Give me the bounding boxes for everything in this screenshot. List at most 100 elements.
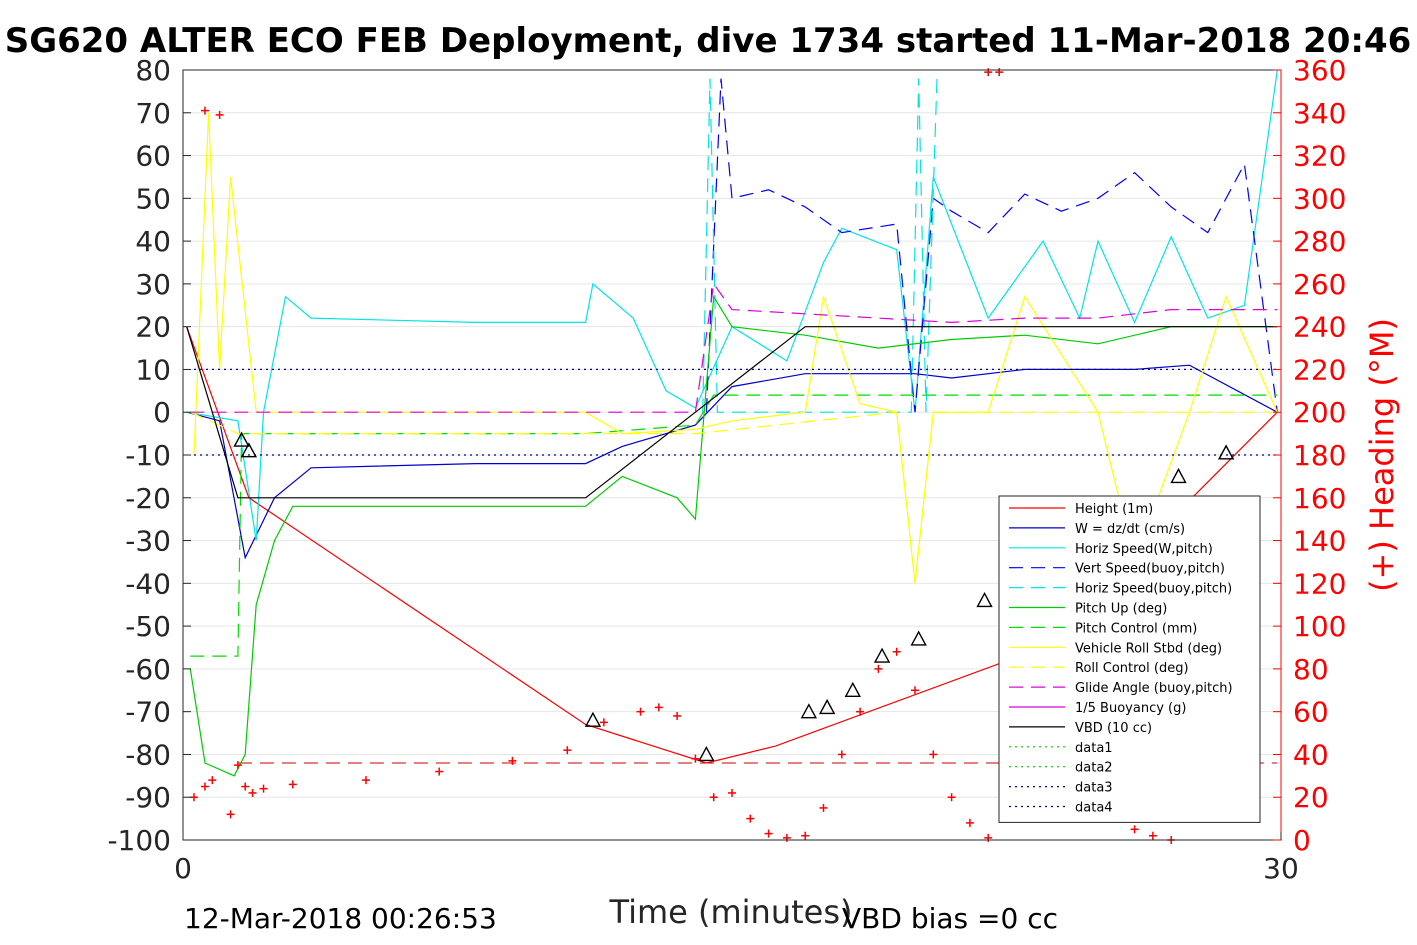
triangle-marker xyxy=(844,681,861,697)
triangle-marker xyxy=(910,630,927,646)
legend-label: Pitch Up (deg) xyxy=(1075,602,1167,617)
triangle-marker xyxy=(240,442,258,458)
legend-entry-pitch-control-mm: Pitch Control (mm) xyxy=(1009,621,1197,636)
x-tick-label: 0 xyxy=(174,852,192,885)
series-line-roll-control-deg xyxy=(190,411,1278,584)
heading-point xyxy=(965,818,974,827)
legend-label: data1 xyxy=(1075,741,1113,756)
x-axis-label: Time (minutes) xyxy=(609,893,853,931)
x-axis: 0 30 xyxy=(174,832,1299,885)
legend-label: data4 xyxy=(1075,801,1113,816)
footer-vbd-bias: VBD bias =0 cc xyxy=(842,902,1058,935)
series-line-horiz-speed-buoy-pitch xyxy=(702,78,938,413)
right-y-axis: 3603403203002802602402202001801601401201… xyxy=(1273,54,1346,857)
triangle-marker xyxy=(873,647,891,663)
legend-entry-w-dz-dt-cm-s: W = dz/dt (cm/s) xyxy=(1009,522,1185,537)
y-tick-label: -60 xyxy=(125,653,171,686)
y-tick-label: -10 xyxy=(125,439,171,472)
heading-point xyxy=(654,703,663,712)
heading-point xyxy=(208,776,217,785)
heading-point xyxy=(1130,825,1139,834)
legend-entry-data4: data4 xyxy=(1009,801,1113,816)
y-tick-label: -80 xyxy=(125,738,171,771)
heading-point xyxy=(856,707,865,716)
y-tick-label: 80 xyxy=(135,54,171,87)
legend-entry-height-1m: Height (1m) xyxy=(1009,502,1153,517)
y-tick-label: 60 xyxy=(135,140,171,173)
legend-entry-horiz-speed-buoy-pitch: Horiz Speed(buoy,pitch) xyxy=(1009,582,1232,597)
legend-entry-vbd-10-cc: VBD (10 cc) xyxy=(1009,721,1152,736)
legend-label: Horiz Speed(W,pitch) xyxy=(1075,542,1213,557)
legend-label: Horiz Speed(buoy,pitch) xyxy=(1075,582,1232,597)
y-tick-label: 20 xyxy=(135,311,171,344)
heading-point xyxy=(435,767,444,776)
heading-point xyxy=(362,776,370,785)
heading-point xyxy=(226,810,235,819)
heading-point xyxy=(746,814,755,823)
series-line-glide-angle-buoy-pitch xyxy=(190,282,1278,413)
legend-label: W = dz/dt (cm/s) xyxy=(1075,522,1185,537)
series-line-pitch-control-mm xyxy=(190,394,1278,657)
y-right-tick-label: 320 xyxy=(1293,140,1346,173)
heading-point xyxy=(189,793,198,802)
heading-point xyxy=(929,750,938,759)
y-right-tick-label: 360 xyxy=(1293,54,1346,87)
heading-point xyxy=(215,110,224,119)
legend-entry-vehicle-roll-stbd-deg: Vehicle Roll Stbd (deg) xyxy=(1009,641,1222,656)
y-right-tick-label: 240 xyxy=(1293,311,1346,344)
legend-entry-pitch-up-deg: Pitch Up (deg) xyxy=(1009,602,1167,617)
legend-label: Glide Angle (buoy,pitch) xyxy=(1075,681,1233,696)
triangle-marker xyxy=(818,698,836,715)
y-tick-label: 30 xyxy=(135,268,171,301)
heading-point xyxy=(1148,831,1157,840)
chart-title: SG620 ALTER ECO FEB Deployment, dive 173… xyxy=(5,21,1412,61)
y-tick-label: -100 xyxy=(107,824,171,857)
series-line-vert-speed-buoy-pitch xyxy=(705,78,1278,413)
y-tick-label: 50 xyxy=(135,182,171,215)
series-line-horiz-speed-w-pitch xyxy=(186,69,1278,541)
y-right-tick-label: 100 xyxy=(1293,610,1346,643)
heading-point xyxy=(782,833,791,842)
heading-point xyxy=(288,780,297,789)
triangle-marker xyxy=(584,711,602,727)
footer-date: 12-Mar-2018 00:26:53 xyxy=(184,902,497,935)
triangle-marker xyxy=(233,431,250,447)
y-tick-label: 40 xyxy=(135,225,171,258)
heading-point xyxy=(563,746,572,755)
legend-entry-horiz-speed-w-pitch: Horiz Speed(W,pitch) xyxy=(1009,542,1213,557)
heading-point xyxy=(691,754,700,763)
heading-point xyxy=(837,750,846,759)
triangle-marker xyxy=(1170,467,1187,484)
legend-entry-1-5-buoyancy-g: 1/5 Buoyancy (g) xyxy=(1009,701,1186,716)
legend-entry-roll-control-deg: Roll Control (deg) xyxy=(1009,661,1189,676)
series-line-vbd-10-cc xyxy=(186,326,1278,499)
y-right-tick-label: 80 xyxy=(1293,653,1329,686)
legend-label: VBD (10 cc) xyxy=(1075,721,1152,736)
heading-point xyxy=(233,761,242,770)
y-right-tick-label: 0 xyxy=(1293,824,1311,857)
left-y-axis: 80 70 60 50 40 30 20 10 0 -10 -20 -30 -40 -50 -60 -70 -8… xyxy=(107,54,191,857)
y-tick-label: -20 xyxy=(125,482,171,515)
heading-point xyxy=(984,833,993,842)
heading-point xyxy=(241,782,250,791)
heading-point xyxy=(248,788,257,797)
heading-point xyxy=(636,707,645,716)
y-right-tick-label: 300 xyxy=(1293,182,1346,215)
legend-label: Vehicle Roll Stbd (deg) xyxy=(1075,641,1222,656)
legend-label: data2 xyxy=(1075,761,1113,776)
y-right-tick-label: 60 xyxy=(1293,696,1329,729)
heading-point xyxy=(673,711,682,720)
heading-point xyxy=(947,793,956,802)
heading-point xyxy=(801,831,810,840)
heading-point xyxy=(599,718,608,727)
y-tick-label: 10 xyxy=(135,353,171,386)
legend-box xyxy=(998,495,1261,823)
heading-point xyxy=(819,803,828,812)
series-layer xyxy=(186,69,1278,777)
triangle-marker xyxy=(698,745,715,762)
legend-label: Height (1m) xyxy=(1075,502,1153,517)
y-tick-label: -90 xyxy=(125,781,171,814)
series-line-pitch-up-deg xyxy=(189,294,1278,777)
heading-point xyxy=(764,829,773,838)
heading-point xyxy=(709,793,718,802)
